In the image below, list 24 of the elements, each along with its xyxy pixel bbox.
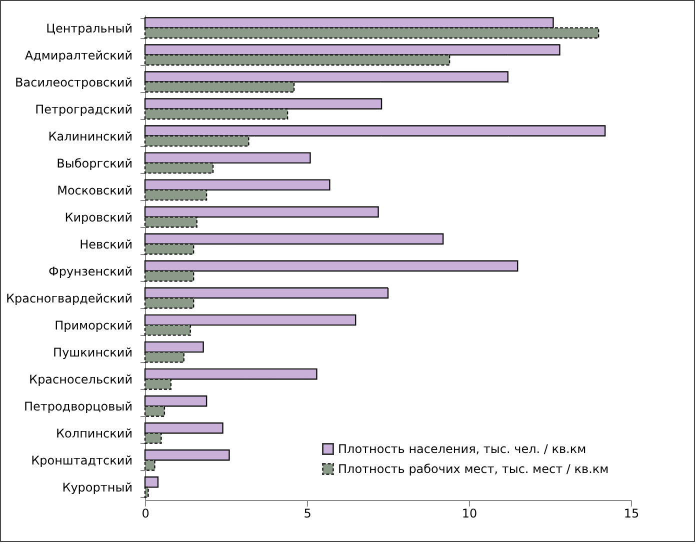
y-tick-label: Петродворцовый xyxy=(24,400,132,414)
y-tick-label: Адмиралтейский xyxy=(24,48,132,62)
y-tick-label: Пушкинский xyxy=(53,346,132,360)
x-tick-label: 0 xyxy=(142,506,150,520)
y-tick-label: Невский xyxy=(80,237,132,252)
y-tick-label: Кировский xyxy=(64,210,132,224)
y-tick-label: Выборгский xyxy=(56,156,132,170)
y-tick-label: Фрунзенский xyxy=(48,264,132,279)
y-tick-label: Петроградский xyxy=(35,102,132,116)
y-tick-label: Курортный xyxy=(62,480,132,495)
y-tick-label: Московский xyxy=(57,183,132,198)
legend-label: Плотность населения, тыс. чел. / кв.км xyxy=(338,442,586,456)
y-tick-label: Центральный xyxy=(46,21,132,36)
y-tick-label: Красносельский xyxy=(29,372,132,387)
y-tick-label: Василеостровский xyxy=(15,75,132,90)
y-tick-label: Красногвардейский xyxy=(6,292,132,306)
y-tick-label: Приморский xyxy=(54,318,132,333)
y-tick-label: Калининский xyxy=(48,129,132,144)
x-tick-label: 10 xyxy=(462,506,478,520)
y-tick-label: Колпинский xyxy=(56,426,132,441)
legend-label: Плотность рабочих мест, тыс. мест / кв.км xyxy=(338,462,609,476)
y-tick-label: Кронштадтский xyxy=(31,454,132,468)
x-tick-label: 5 xyxy=(304,506,312,520)
x-tick-label: 15 xyxy=(624,506,640,520)
